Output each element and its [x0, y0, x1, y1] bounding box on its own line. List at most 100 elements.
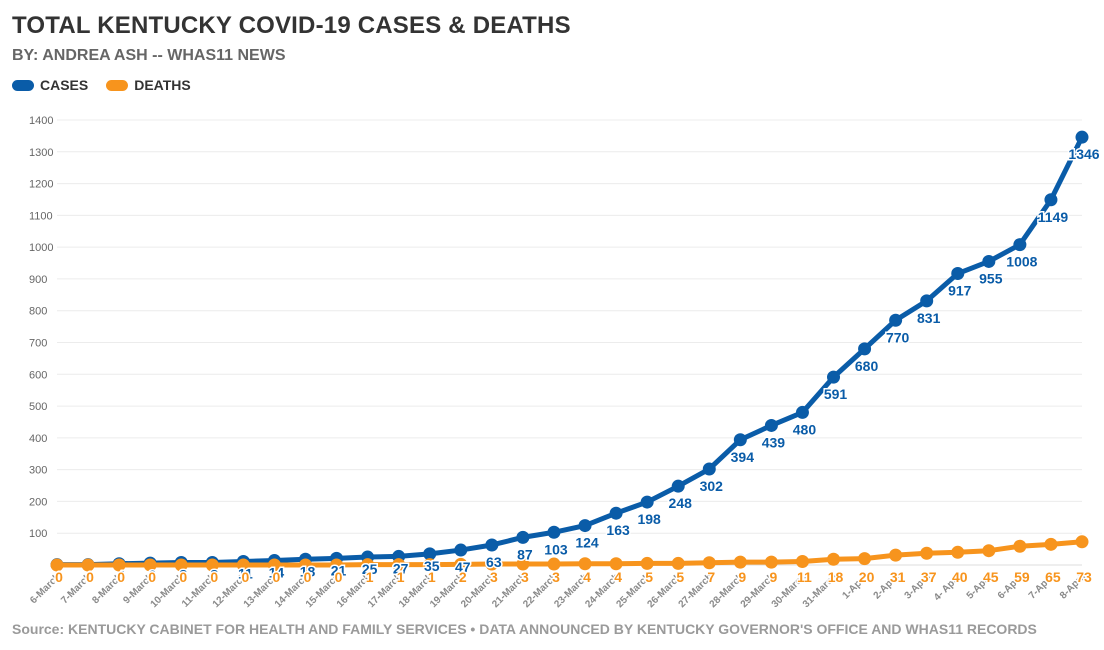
- cases-data-point: [858, 342, 872, 356]
- deaths-data-label: 0: [273, 569, 281, 585]
- cases-data-label: 124: [575, 535, 599, 551]
- deaths-data-label: 0: [117, 569, 125, 585]
- cases-data-point: [671, 479, 685, 493]
- deaths-data-label: 0: [148, 569, 156, 585]
- deaths-data-label: 9: [769, 569, 777, 585]
- deaths-data-label: 1: [366, 569, 374, 585]
- deaths-data-point: [516, 557, 530, 571]
- deaths-data-label: 3: [521, 569, 529, 585]
- deaths-data-point: [454, 557, 468, 571]
- cases-data-label: 1149: [1038, 209, 1069, 225]
- deaths-data-point: [392, 558, 406, 572]
- deaths-data-point: [609, 557, 623, 571]
- cases-data-label: 439: [762, 434, 786, 450]
- y-tick-label: 300: [29, 465, 47, 477]
- deaths-data-label: 0: [86, 569, 94, 585]
- cases-data-label: 14: [269, 565, 285, 581]
- deaths-data-point: [547, 557, 561, 571]
- cases-data-label: 1008: [1006, 254, 1037, 270]
- deaths-data-label: 3: [490, 569, 498, 585]
- cases-data-label: 103: [544, 541, 568, 557]
- y-tick-label: 700: [29, 338, 47, 350]
- deaths-data-point: [236, 558, 250, 572]
- deaths-data-label: 5: [645, 569, 653, 585]
- cases-data-point: [764, 418, 778, 432]
- cases-data-point: [423, 547, 437, 561]
- legend-label-cases: CASES: [40, 77, 89, 93]
- deaths-data-label: 2: [459, 569, 467, 585]
- deaths-data-label: 59: [1014, 569, 1030, 585]
- deaths-data-point: [50, 558, 64, 572]
- cases-series-line: [54, 134, 1085, 568]
- source-note: Source: KENTUCKY CABINET FOR HEALTH AND …: [12, 621, 1037, 637]
- cases-data-label: 680: [855, 358, 879, 374]
- deaths-data-point: [485, 557, 499, 571]
- cases-data-label: 770: [886, 329, 910, 345]
- deaths-data-label: 31: [890, 569, 906, 585]
- legend: CASES DEATHS: [12, 77, 191, 93]
- cases-data-point: [920, 294, 934, 308]
- deaths-data-label: 0: [55, 569, 63, 585]
- cases-data-point: [454, 543, 468, 557]
- cases-data-point: [1044, 193, 1058, 207]
- deaths-swatch: [106, 79, 129, 91]
- deaths-data-point: [702, 556, 716, 570]
- deaths-data-label: 40: [952, 569, 968, 585]
- deaths-data-point: [112, 558, 126, 572]
- legend-item-cases[interactable]: CASES: [12, 77, 88, 93]
- y-tick-label: 800: [29, 306, 47, 318]
- cases-data-label: 35: [424, 558, 440, 574]
- deaths-series-line: [54, 539, 1085, 568]
- deaths-data-label: 5: [676, 569, 684, 585]
- y-tick-label: 100: [29, 528, 47, 540]
- chart-byline: BY: ANDREA ASH -- WHAS11 NEWS: [12, 47, 286, 64]
- cases-data-label: 955: [979, 270, 1003, 286]
- cases-data-label: 8: [179, 566, 187, 582]
- y-tick-label: 1100: [29, 210, 53, 222]
- y-tick-label: 1400: [29, 115, 53, 127]
- cases-data-label: 1346: [1068, 146, 1099, 162]
- cases-data-point: [702, 462, 716, 476]
- cases-data-label: 6: [148, 567, 156, 583]
- deaths-data-label: 9: [738, 569, 746, 585]
- deaths-data-label: 4: [614, 569, 622, 585]
- y-tick-label: 1200: [29, 179, 53, 191]
- legend-item-deaths[interactable]: DEATHS: [106, 77, 191, 93]
- cases-data-label: 87: [517, 546, 533, 562]
- deaths-data-label: 3: [552, 569, 560, 585]
- deaths-data-label: 1: [397, 569, 405, 585]
- deaths-data-label: 0: [179, 569, 187, 585]
- cases-data-label: 1: [55, 569, 63, 585]
- cases-data-label: 25: [362, 561, 378, 577]
- cases-data-point: [1075, 130, 1089, 144]
- cases-data-point: [485, 538, 499, 552]
- y-tick-label: 500: [29, 401, 47, 413]
- deaths-data-point: [81, 558, 95, 572]
- deaths-data-point: [920, 546, 934, 560]
- cases-data-label: 480: [793, 421, 817, 437]
- deaths-data-label: 73: [1076, 569, 1092, 585]
- cases-data-label: 248: [669, 495, 693, 511]
- cases-data-point: [795, 405, 809, 419]
- deaths-data-point: [795, 555, 809, 569]
- deaths-data-label: 0: [304, 569, 312, 585]
- deaths-data-label: 18: [828, 569, 844, 585]
- cases-data-label: 394: [731, 449, 755, 465]
- deaths-data-point: [205, 558, 219, 572]
- cases-data-point: [889, 313, 903, 327]
- deaths-data-point: [298, 558, 312, 572]
- cases-data-point: [733, 433, 747, 447]
- deaths-data-point: [361, 558, 375, 572]
- cases-data-label: 4: [117, 568, 125, 584]
- cases-data-point: [640, 495, 654, 509]
- deaths-data-point: [982, 544, 996, 558]
- cases-data-point: [547, 525, 561, 539]
- deaths-data-label: 20: [859, 569, 875, 585]
- cases-data-label: 21: [331, 562, 347, 578]
- cases-data-point: [578, 519, 592, 533]
- cases-data-label: 917: [948, 283, 972, 299]
- deaths-data-point: [267, 558, 281, 572]
- deaths-data-label: 0: [335, 569, 343, 585]
- cases-data-label: 1: [86, 569, 94, 585]
